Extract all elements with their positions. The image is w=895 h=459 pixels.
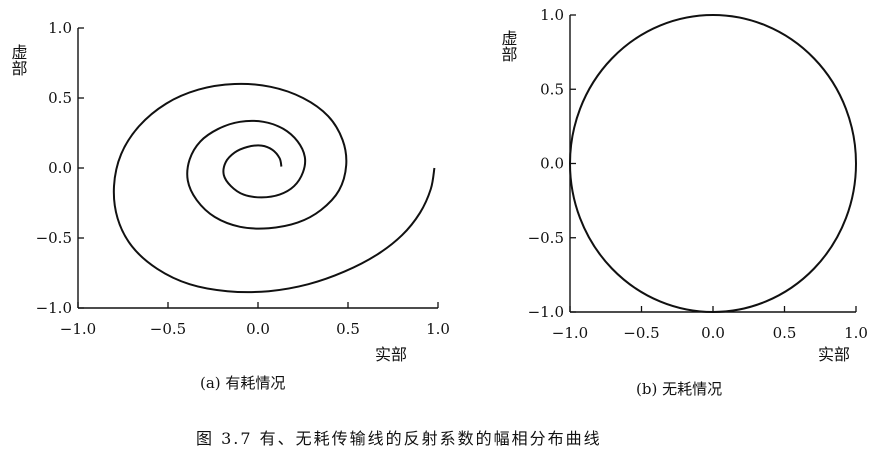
panel-b-y-tick-label: 0.5 xyxy=(540,80,564,98)
panel-b-unit-circle xyxy=(569,14,857,313)
panel-a-xlabel: 实部 xyxy=(375,345,407,364)
panel-a-lossy: −1.0 −0.5 0.0 0.5 1.0 1.0 0.5 0.0 −0.5 −1.0 虚部 实… xyxy=(9,19,450,392)
panel-b-y-tick-label: −0.5 xyxy=(528,229,564,247)
panel-b-x-tick-label: 0.5 xyxy=(773,324,797,342)
panel-b-y-tick-label: −1.0 xyxy=(528,303,564,321)
panel-a-y-tick-label: 1.0 xyxy=(48,19,72,37)
panel-a-ylabel: 虚部 xyxy=(9,44,28,76)
panel-a-x-tick-label: 0.5 xyxy=(336,320,360,338)
panel-b-x-tick-label: 0.0 xyxy=(701,324,725,342)
panel-b-caption: (b) 无耗情况 xyxy=(636,380,722,398)
panel-b-x-tick-label: −0.5 xyxy=(623,324,659,342)
panel-a-y-tick-label: −0.5 xyxy=(36,229,72,247)
panel-b-x-tick-label: −1.0 xyxy=(552,324,588,342)
panel-a-x-tick-label: −1.0 xyxy=(60,320,96,338)
panel-b-lossless: −1.0 −0.5 0.0 0.5 1.0 1.0 0.5 0.0 −0.5 −1.0 虚部 实… xyxy=(499,6,868,398)
panel-a-x-tick-label: 1.0 xyxy=(426,320,450,338)
panel-a-y-tick-label: −1.0 xyxy=(36,299,72,317)
panel-b-xlabel: 实部 xyxy=(818,345,850,364)
panel-a-spiral-curve xyxy=(112,82,436,294)
panel-a-x-tick-label: −0.5 xyxy=(150,320,186,338)
panel-a-caption: (a) 有耗情况 xyxy=(200,374,285,392)
panel-a-y-tick-label: 0.5 xyxy=(48,89,72,107)
figure-caption: 图 3.7 有、无耗传输线的反射系数的幅相分布曲线 xyxy=(196,429,602,448)
panel-a-x-tick-label: 0.0 xyxy=(246,320,270,338)
panel-b-y-tick-label: 0.0 xyxy=(540,155,564,173)
panel-b-ylabel: 虚部 xyxy=(499,30,518,62)
panel-b-y-tick-label: 1.0 xyxy=(540,6,564,24)
panel-a-y-tick-label: 0.0 xyxy=(48,159,72,177)
panel-b-x-tick-label: 1.0 xyxy=(844,324,868,342)
